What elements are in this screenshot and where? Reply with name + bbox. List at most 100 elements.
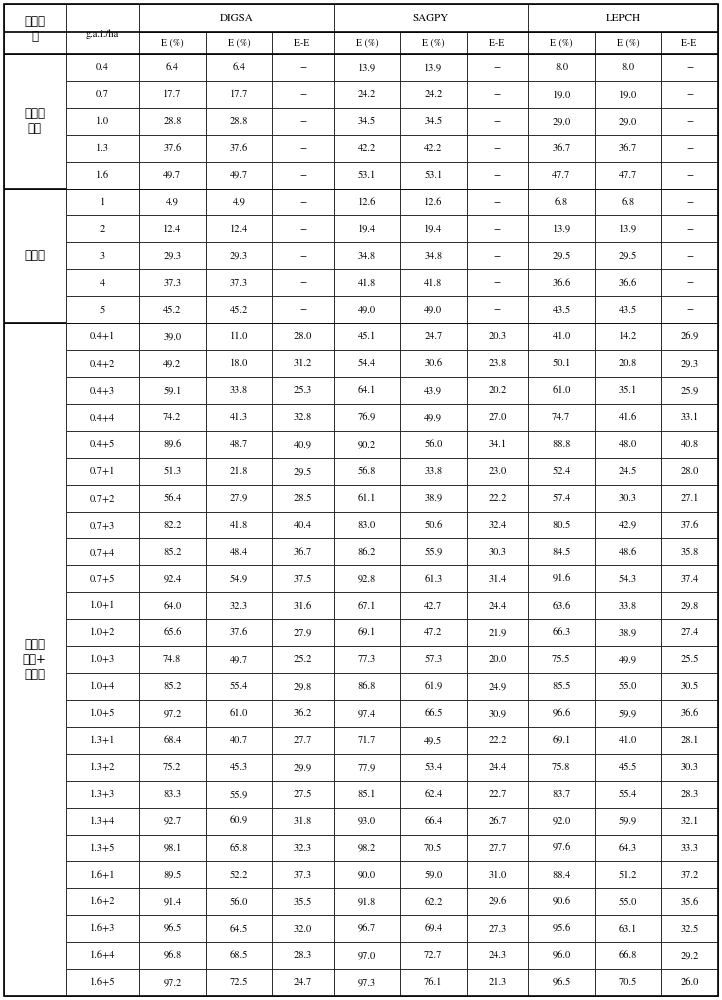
Bar (661, 565, 718, 592)
Text: 33.1: 33.1 (680, 413, 699, 422)
Text: 49.7: 49.7 (230, 655, 248, 664)
Bar (661, 915, 718, 942)
Text: 55.0: 55.0 (619, 897, 637, 907)
Text: 52.2: 52.2 (230, 870, 248, 880)
Bar (466, 32, 529, 54)
Bar (206, 269, 272, 296)
Bar (529, 888, 595, 915)
Bar (466, 458, 529, 485)
Bar (529, 377, 595, 404)
Bar (400, 727, 466, 754)
Bar (4, 189, 66, 323)
Text: 45.3: 45.3 (230, 762, 248, 772)
Text: 38.9: 38.9 (619, 628, 637, 637)
Bar (400, 888, 466, 915)
Bar (272, 888, 334, 915)
Text: 40.8: 40.8 (680, 439, 699, 449)
Text: 91.8: 91.8 (358, 897, 376, 907)
Text: −: − (300, 170, 306, 180)
Bar (206, 135, 272, 162)
Text: 27.3: 27.3 (488, 924, 507, 934)
Text: 92.4: 92.4 (163, 574, 181, 584)
Bar (595, 888, 661, 915)
Text: 31.4: 31.4 (488, 574, 506, 584)
Text: 25.9: 25.9 (680, 386, 699, 395)
Bar (466, 431, 529, 458)
Text: E-E₀: E-E₀ (489, 38, 506, 48)
Text: 83.7: 83.7 (552, 789, 570, 799)
Bar (466, 54, 529, 81)
Text: 37.6: 37.6 (163, 143, 181, 153)
Bar (334, 754, 400, 781)
Text: 96.8: 96.8 (163, 951, 181, 960)
Text: 41.6: 41.6 (619, 413, 637, 422)
Text: 1.3+3: 1.3+3 (90, 789, 115, 799)
Text: 51.3: 51.3 (163, 466, 181, 476)
Bar (595, 81, 661, 108)
Bar (272, 538, 334, 565)
Text: LEPCH: LEPCH (606, 13, 640, 23)
Text: 27.7: 27.7 (488, 843, 507, 853)
Text: 37.2: 37.2 (680, 870, 699, 880)
Bar (4, 54, 66, 189)
Bar (466, 754, 529, 781)
Text: 24.2: 24.2 (425, 90, 443, 99)
Text: 55.9: 55.9 (230, 789, 248, 799)
Bar (661, 673, 718, 700)
Text: 96.5: 96.5 (552, 978, 570, 987)
Text: 3: 3 (100, 251, 105, 261)
Text: 54.4: 54.4 (358, 359, 376, 368)
Bar (595, 431, 661, 458)
Text: 91.4: 91.4 (163, 897, 181, 907)
Text: 92.7: 92.7 (163, 816, 181, 826)
Text: 92.8: 92.8 (358, 574, 376, 584)
Text: 61.0: 61.0 (552, 386, 570, 395)
Text: 0.7+5: 0.7+5 (90, 574, 115, 584)
Text: 64.1: 64.1 (358, 386, 376, 395)
Text: 75.8: 75.8 (552, 762, 570, 772)
Text: 97.4: 97.4 (358, 709, 376, 718)
Bar (529, 673, 595, 700)
Text: 36.7: 36.7 (294, 547, 312, 557)
Bar (206, 619, 272, 646)
Bar (334, 781, 400, 808)
Bar (66, 4, 139, 54)
Text: 62.2: 62.2 (424, 897, 443, 907)
Text: 0.7+4: 0.7+4 (90, 547, 115, 557)
Bar (334, 512, 400, 538)
Bar (139, 835, 206, 861)
Text: −: − (300, 116, 306, 126)
Bar (272, 242, 334, 269)
Text: 76.9: 76.9 (358, 413, 376, 422)
Text: 64.5: 64.5 (230, 924, 248, 934)
Bar (661, 512, 718, 538)
Text: 59.1: 59.1 (163, 386, 181, 395)
Text: 33.8: 33.8 (230, 386, 248, 395)
Text: 29.9: 29.9 (294, 762, 312, 772)
Text: 0.7: 0.7 (96, 90, 109, 99)
Text: 27.7: 27.7 (294, 735, 312, 745)
Bar (466, 189, 529, 215)
Text: 61.0: 61.0 (230, 709, 248, 718)
Text: 36.2: 36.2 (294, 709, 312, 718)
Text: 64.0: 64.0 (163, 601, 181, 611)
Text: 85.2: 85.2 (163, 547, 182, 557)
Bar (206, 673, 272, 700)
Bar (139, 54, 206, 81)
Bar (66, 835, 139, 861)
Bar (400, 242, 466, 269)
Bar (595, 969, 661, 996)
Text: 喧吵呃
礸隆+
唠草酮: 喧吵呃 礸隆+ 唠草酮 (23, 638, 47, 681)
Text: 55.9: 55.9 (425, 547, 443, 557)
Text: 96.5: 96.5 (163, 924, 181, 934)
Text: 0.4+2: 0.4+2 (90, 359, 115, 368)
Text: 88.4: 88.4 (552, 870, 570, 880)
Text: −: − (494, 143, 501, 153)
Text: 33.8: 33.8 (425, 466, 443, 476)
Text: 69.4: 69.4 (425, 924, 443, 934)
Bar (400, 215, 466, 242)
Text: 12.6: 12.6 (424, 197, 443, 207)
Text: 34.5: 34.5 (425, 116, 443, 126)
Text: 1.6: 1.6 (96, 170, 109, 180)
Bar (272, 323, 334, 350)
